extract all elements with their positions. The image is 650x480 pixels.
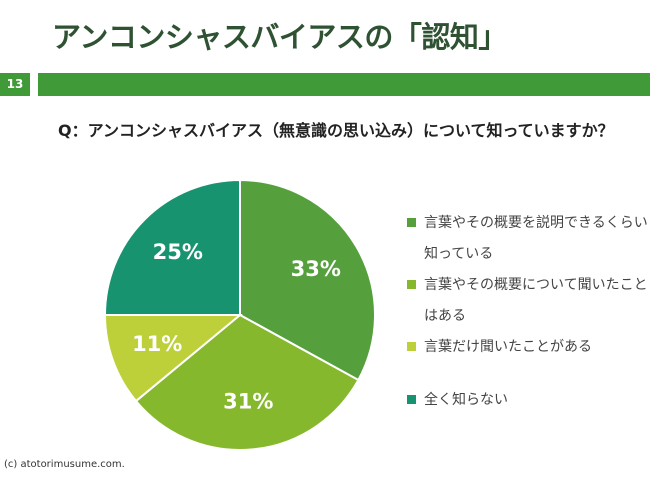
pie-slice-1	[134, 313, 360, 451]
pie-slice-3	[103, 178, 241, 316]
slice-label-1: 31%	[223, 390, 273, 414]
slice-label-3: 25%	[153, 240, 203, 264]
copyright-text: (c) atotorimusume.com.	[4, 459, 125, 470]
slice-label-2: 11%	[132, 332, 182, 356]
legend-swatch-1	[407, 280, 416, 289]
question-text: Q：アンコンシャスバイアス（無意識の思い込み）について知っていますか？	[58, 121, 614, 140]
slice-label-0: 33%	[291, 257, 341, 281]
legend-label-2: 言葉だけ聞いたことがある	[424, 339, 592, 355]
chart-legend: 言葉やその概要を説明できるくらい知っている 言葉やその概要について聞いたことはあ…	[407, 208, 650, 416]
legend-label-3: 全く知らない	[424, 392, 508, 408]
pie-slice-2	[103, 314, 243, 403]
slide-title: アンコンシャスバイアスの「認知」	[52, 20, 507, 54]
legend-item-2: 言葉だけ聞いたことがある	[407, 332, 650, 363]
legend-item-1: 言葉やその概要について聞いたことはある	[407, 270, 650, 332]
legend-label-1: 言葉やその概要について聞いたことはある	[424, 277, 648, 324]
pie-slice-0	[239, 178, 376, 382]
page-number: 13	[0, 73, 30, 96]
legend-label-0: 言葉やその概要を説明できるくらい知っている	[424, 215, 648, 262]
legend-item-0: 言葉やその概要を説明できるくらい知っている	[407, 208, 650, 270]
legend-swatch-0	[407, 218, 416, 227]
header-bar	[38, 73, 650, 96]
legend-item-3: 全く知らない	[407, 385, 650, 416]
legend-swatch-3	[407, 395, 416, 404]
legend-swatch-2	[407, 342, 416, 351]
